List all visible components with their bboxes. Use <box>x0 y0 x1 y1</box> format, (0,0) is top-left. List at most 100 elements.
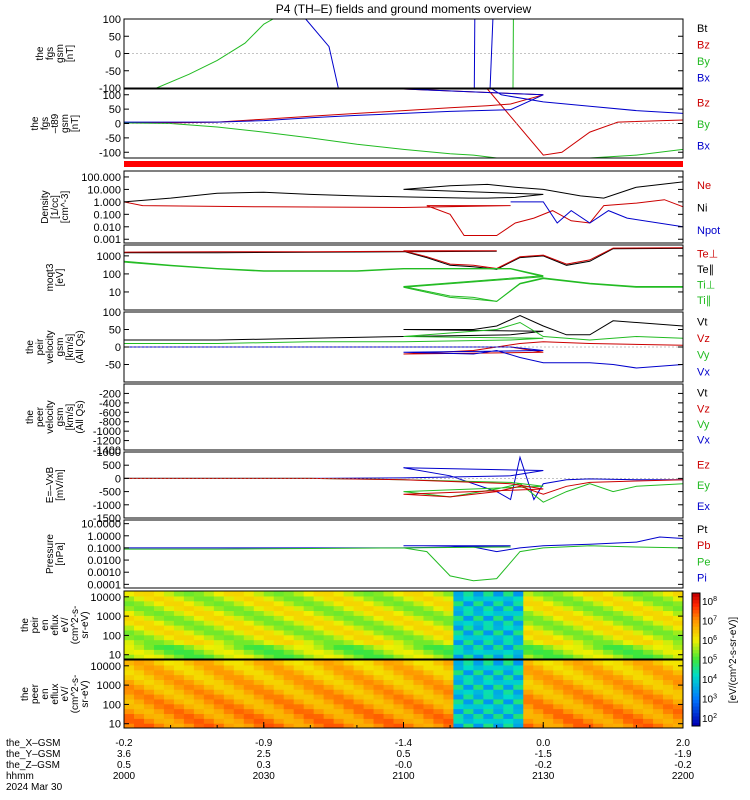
heatmap-cell <box>343 684 355 690</box>
heatmap-cell <box>473 620 484 626</box>
heatmap-cell <box>333 625 345 631</box>
series-line-te- <box>124 247 683 270</box>
heatmap-cell <box>583 595 594 602</box>
y-axis-label: eflux <box>50 614 61 635</box>
heatmap-cell <box>513 713 524 719</box>
heatmap-cell <box>563 634 574 641</box>
y-tick-label: 0.1000 <box>87 543 121 555</box>
heatmap-cell <box>643 605 654 612</box>
heatmap-cell <box>513 600 524 607</box>
heatmap-cell <box>643 595 654 602</box>
heatmap-cell <box>373 605 385 612</box>
y-axis-label: peer <box>35 406 46 427</box>
heatmap-cell <box>313 708 325 715</box>
heatmap-cell <box>673 684 683 690</box>
legend-entry: Ez <box>697 460 710 472</box>
heatmap-cell <box>323 649 335 655</box>
heatmap-cell <box>143 679 155 685</box>
heatmap-cell <box>553 669 564 676</box>
colorbar-segment <box>692 596 700 601</box>
heatmap-cell <box>303 664 315 671</box>
series-group-fgs_minus_t89 <box>124 89 683 158</box>
y-tick-label: 10.000 <box>87 184 121 196</box>
heatmap-cell <box>383 654 395 659</box>
heatmap-cell <box>563 615 574 621</box>
heatmap-cell <box>423 674 435 681</box>
heatmap-cell <box>523 698 534 705</box>
heatmap-cell <box>413 644 425 650</box>
heatmap-cell <box>563 600 574 607</box>
heatmap-cell <box>173 708 185 715</box>
heatmap-cell <box>623 718 634 724</box>
series-line-bx-spike-2 <box>489 19 494 88</box>
heatmap-cell <box>263 625 275 631</box>
heatmap-cell <box>293 600 305 607</box>
colorbar-segment <box>692 719 700 724</box>
heatmap-cell <box>673 660 683 666</box>
heatmap-cell <box>233 600 245 607</box>
heatmap-cell <box>133 679 145 685</box>
heatmap-cell <box>183 629 195 636</box>
heatmap-cell <box>453 684 464 690</box>
heatmap-cell <box>493 629 504 636</box>
heatmap-cell <box>603 698 614 705</box>
heatmap-cell <box>313 591 325 597</box>
heatmap-cell <box>353 684 365 690</box>
heatmap-cell <box>443 654 455 659</box>
heatmap-cell <box>543 708 554 715</box>
heatmap-cell <box>163 644 175 650</box>
heatmap-cell <box>443 723 455 728</box>
heatmap-cell <box>353 713 365 719</box>
heatmap-cell <box>333 615 345 621</box>
heatmap-cell <box>333 654 345 659</box>
colorbar-segment <box>692 696 700 700</box>
heatmap-cell <box>203 634 215 641</box>
heatmap-cell <box>613 620 624 626</box>
heatmap-cell <box>453 625 464 631</box>
heatmap-cell <box>253 679 265 685</box>
heatmap-cell <box>643 620 654 626</box>
heatmap-cell <box>423 654 435 659</box>
y-axis-label: sr-eV) <box>80 680 91 707</box>
heatmap-cell <box>363 708 375 715</box>
heatmap-cell <box>473 605 484 612</box>
spectrogram-peer_flux <box>124 660 683 728</box>
heatmap-cell <box>233 694 245 700</box>
heatmap-cell <box>643 684 654 690</box>
heatmap-cell <box>583 718 594 724</box>
heatmap-cell <box>193 703 205 710</box>
heatmap-cell <box>403 591 415 597</box>
heatmap-cell <box>623 708 634 715</box>
y-axis-label: fgs <box>40 117 51 130</box>
heatmap-cell <box>503 694 514 700</box>
colorbar-segment <box>692 616 700 621</box>
heatmap-cell <box>473 703 484 710</box>
heatmap-cell <box>523 644 534 650</box>
heatmap-cell <box>173 610 185 616</box>
heatmap-cell <box>343 669 355 676</box>
heatmap-cell <box>243 703 255 710</box>
heatmap-cell <box>153 669 165 676</box>
heatmap-cell <box>124 718 135 724</box>
heatmap-cell <box>293 634 305 641</box>
heatmap-cell <box>233 629 245 636</box>
heatmap-cell <box>523 708 534 715</box>
heatmap-cell <box>433 644 445 650</box>
legend-entry: Vt <box>697 388 707 400</box>
heatmap-cell <box>643 679 654 685</box>
heatmap-cell <box>363 723 375 728</box>
heatmap-cell <box>183 639 195 646</box>
heatmap-cell <box>213 723 225 728</box>
heatmap-cell <box>493 634 504 641</box>
heatmap-cell <box>593 698 604 705</box>
heatmap-cell <box>124 698 135 705</box>
heatmap-cell <box>293 669 305 676</box>
heatmap-cell <box>143 639 155 646</box>
heatmap-cell <box>623 654 634 659</box>
heatmap-cell <box>333 698 345 705</box>
y-tick-label: 10000 <box>90 592 121 604</box>
heatmap-cell <box>433 639 445 646</box>
heatmap-cell <box>533 629 544 636</box>
